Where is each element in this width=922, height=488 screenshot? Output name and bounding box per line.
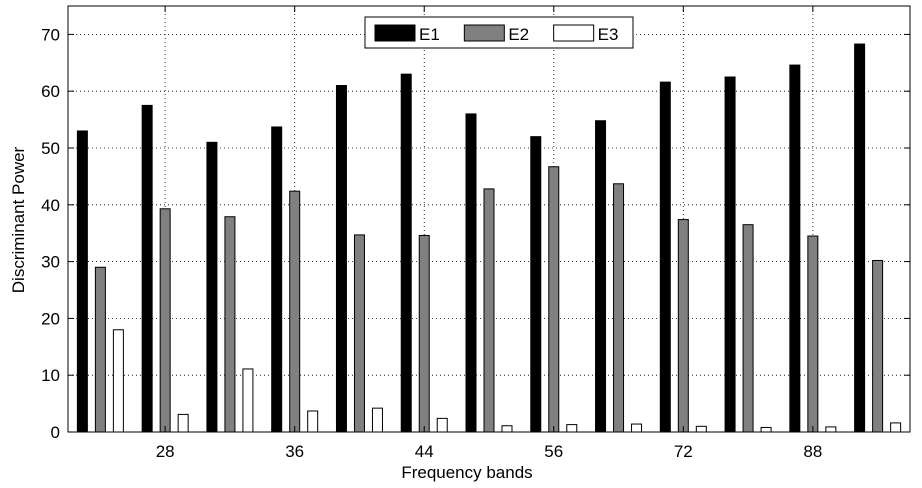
bar-e1 — [335, 85, 347, 433]
y-tick-label: 40 — [41, 196, 60, 215]
legend-label-e2: E2 — [508, 25, 529, 44]
bar-e2 — [548, 166, 560, 433]
bar-e2 — [613, 183, 625, 433]
legend-label-e1: E1 — [419, 25, 440, 44]
y-tick-label: 10 — [41, 366, 60, 385]
plot-frame — [67, 5, 911, 433]
y-tick-label: 70 — [41, 25, 60, 44]
x-ticks: 28 36 44 56 72 88 — [156, 6, 822, 461]
bar-e3 — [112, 329, 124, 433]
x-tick-label: 88 — [803, 442, 822, 461]
bar-e2 — [483, 188, 495, 433]
x-tick-label: 36 — [285, 442, 304, 461]
bars — [76, 43, 902, 433]
bar-e1 — [141, 104, 153, 433]
bar-e2 — [677, 219, 689, 433]
legend-swatch-e3 — [553, 24, 595, 42]
bar-e3 — [825, 426, 837, 433]
y-tick-label: 60 — [41, 82, 60, 101]
bar-e3 — [760, 426, 772, 433]
x-tick-label: 28 — [156, 442, 175, 461]
bar-e3 — [501, 425, 513, 433]
legend-label-e3: E3 — [598, 25, 619, 44]
y-axis-label: Discriminant Power — [9, 146, 28, 293]
bar-e1 — [465, 113, 477, 433]
bar-e1 — [595, 120, 607, 433]
bar-e3 — [890, 422, 902, 433]
legend-swatch-e2 — [463, 24, 505, 42]
bar-e2 — [872, 259, 884, 433]
legend: E1 E2 E3 — [364, 16, 634, 49]
y-tick-label: 50 — [41, 139, 60, 158]
bar-e3 — [631, 423, 643, 433]
bar-e2 — [224, 216, 236, 433]
x-axis-label: Frequency bands — [401, 463, 532, 482]
bar-e3 — [242, 368, 254, 433]
bar-e3 — [177, 413, 189, 433]
y-tick-label: 20 — [41, 309, 60, 328]
bar-e3 — [695, 425, 707, 433]
bar-e3 — [307, 410, 319, 433]
x-tick-label: 44 — [415, 442, 434, 461]
bar-e1 — [206, 141, 218, 433]
bar-e3 — [566, 424, 578, 433]
bar-e2 — [159, 208, 171, 433]
bar-e3 — [436, 417, 448, 433]
bar-e2 — [353, 234, 365, 433]
bar-e2 — [418, 234, 430, 433]
bar-e3 — [371, 407, 383, 433]
bar-e1 — [724, 76, 736, 433]
bar-e2 — [742, 224, 754, 433]
legend-swatch-e1 — [374, 24, 416, 42]
y-ticks: 0 10 20 30 40 50 60 70 — [41, 25, 910, 442]
bar-e2 — [807, 235, 819, 433]
x-tick-label: 56 — [544, 442, 563, 461]
bar-e1 — [789, 64, 801, 433]
bar-e1 — [659, 81, 671, 433]
x-tick-label: 72 — [674, 442, 693, 461]
bar-e2 — [94, 266, 106, 433]
y-tick-label: 0 — [51, 423, 60, 442]
bar-e1 — [400, 73, 412, 433]
bar-e2 — [289, 190, 301, 433]
bar-e1 — [854, 43, 866, 433]
y-tick-label: 30 — [41, 253, 60, 272]
bar-e1 — [530, 136, 542, 433]
bar-e1 — [76, 130, 88, 433]
bar-e1 — [271, 126, 283, 433]
axes — [67, 5, 911, 433]
